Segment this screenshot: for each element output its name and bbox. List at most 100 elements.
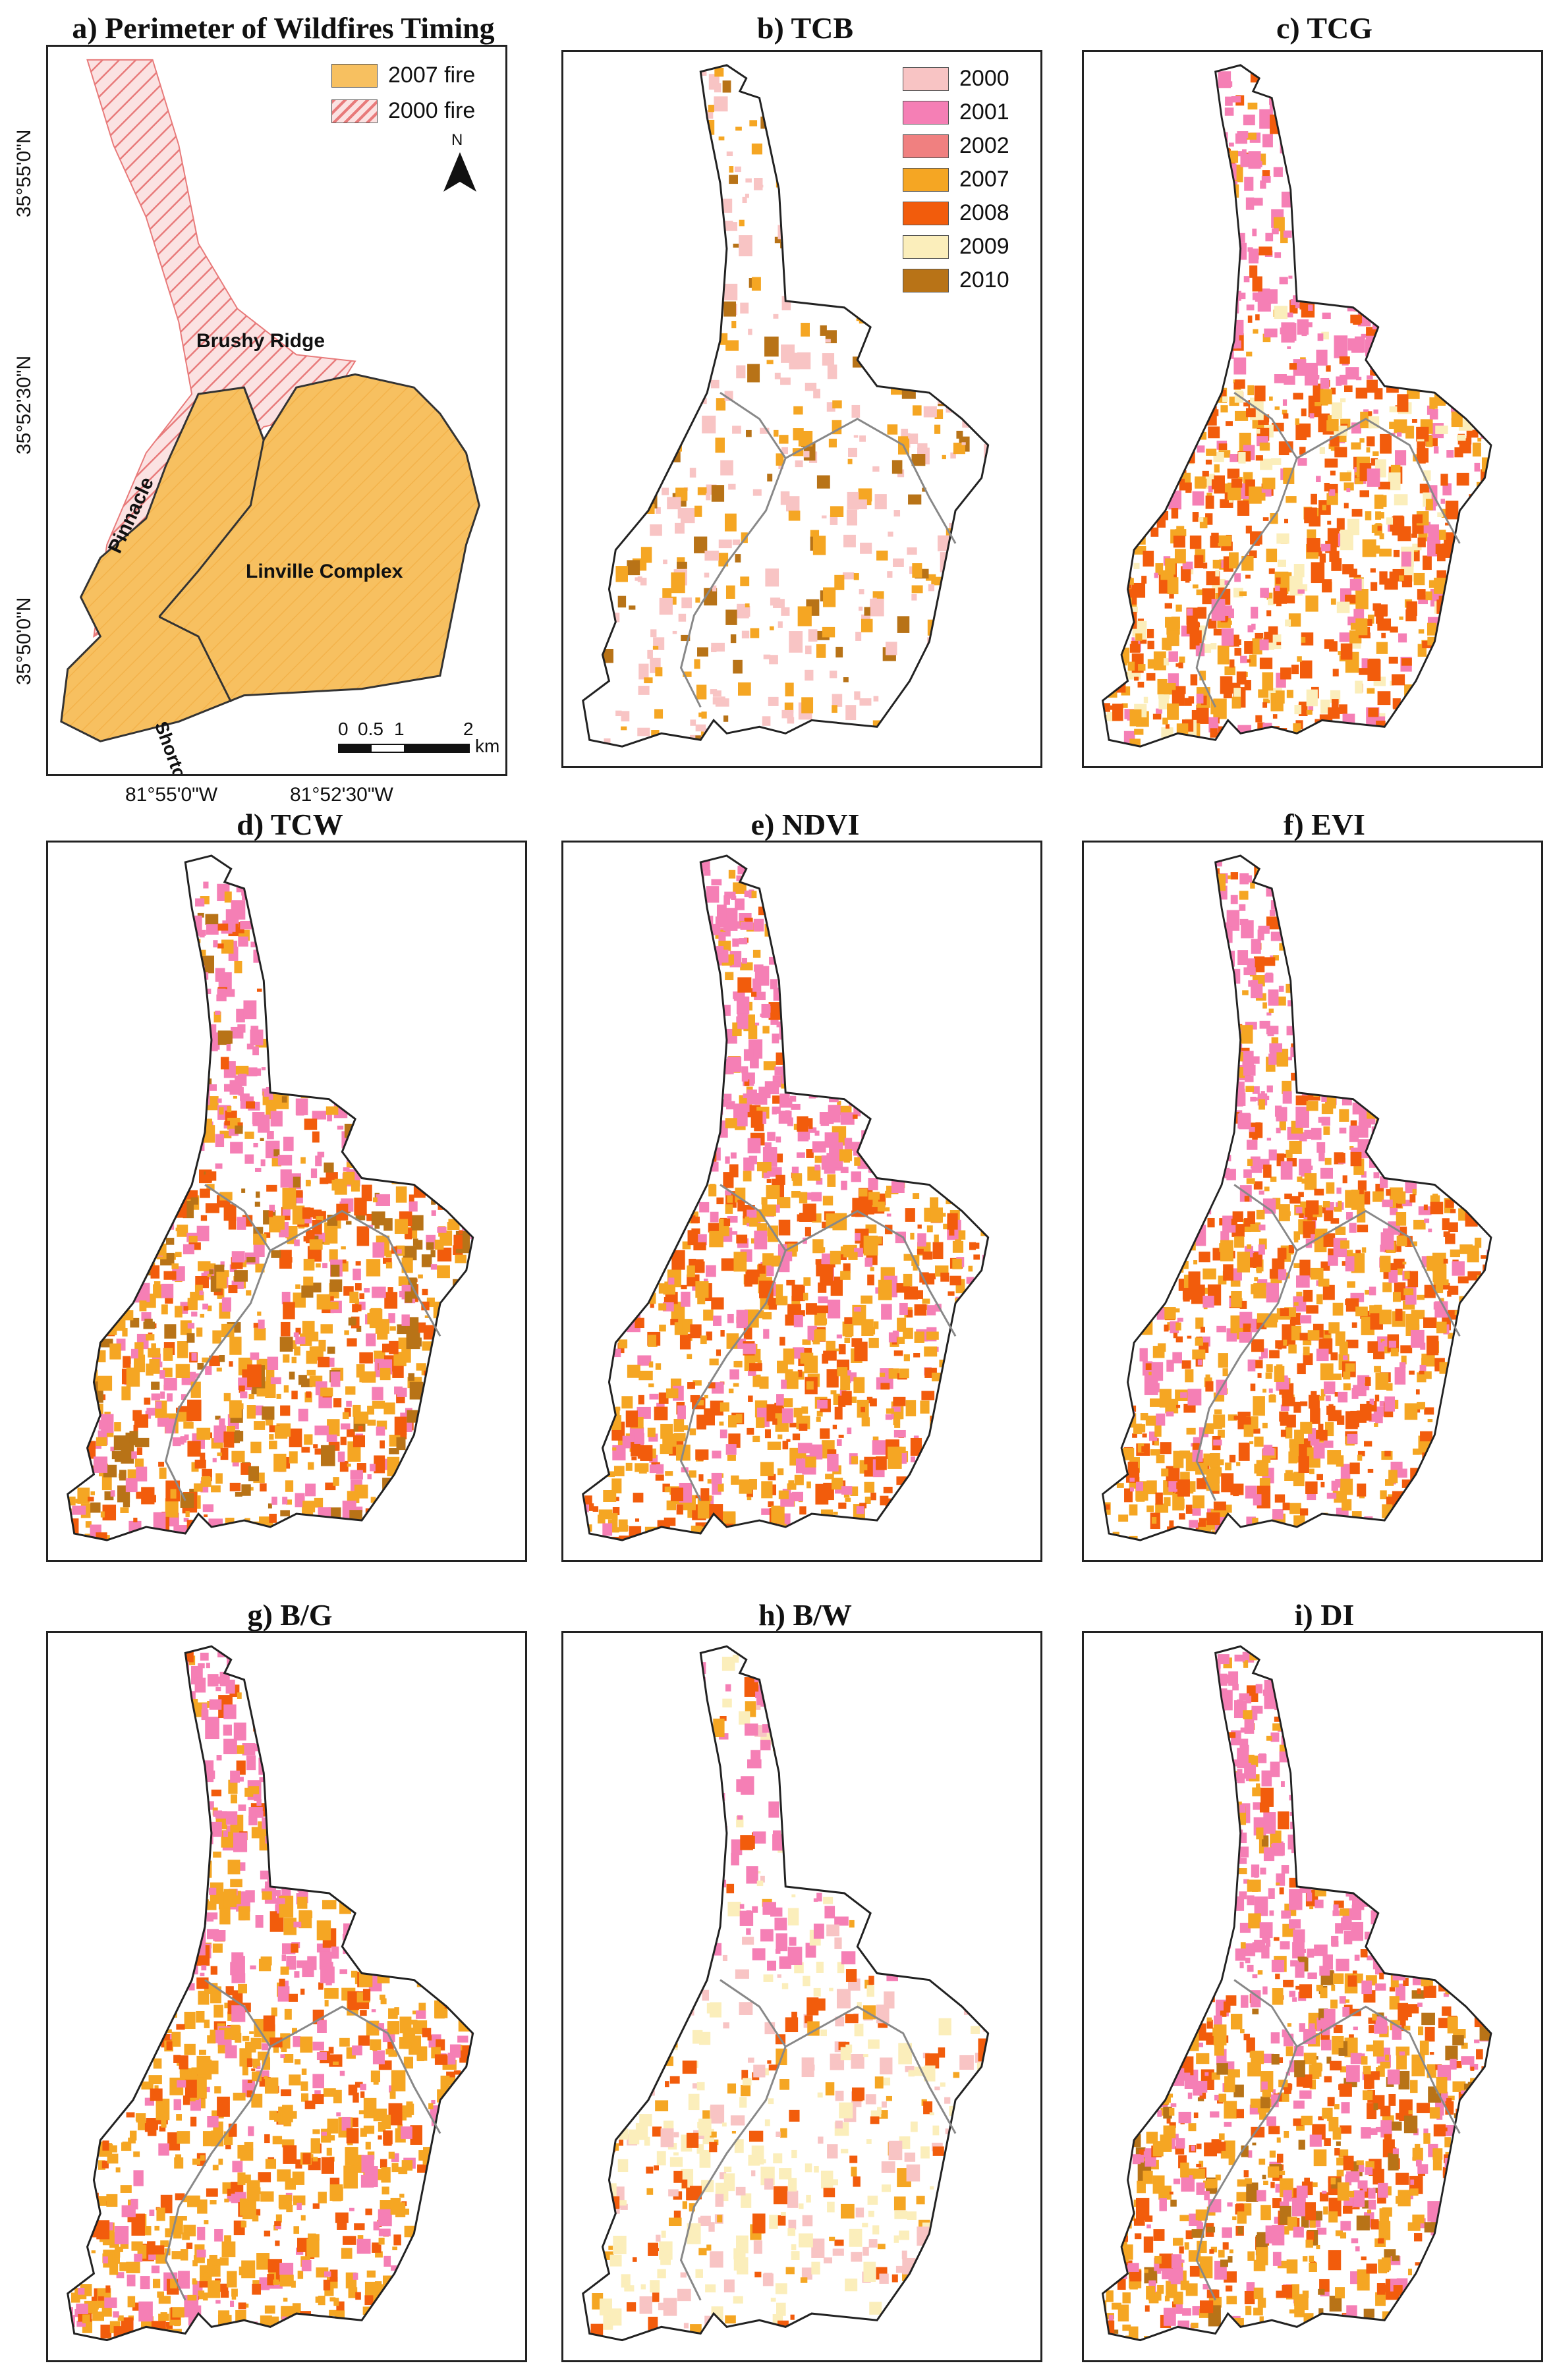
legend-year-label: 2001	[959, 99, 1009, 125]
x-tick-2: 81°52'30"W	[290, 784, 393, 806]
burn-pixels	[67, 856, 473, 1541]
burn-pixels	[1102, 65, 1491, 747]
study-area-outline	[582, 64, 990, 748]
study-area-outline	[582, 854, 990, 1541]
map-a-svg	[60, 59, 480, 742]
fire-boundary-line	[679, 1979, 787, 2301]
burn-pixels	[67, 1646, 473, 2340]
north-arrow-icon	[443, 152, 476, 192]
panel-g-title: g) B/G	[247, 1598, 333, 1632]
fire-boundary-line	[1195, 391, 1298, 708]
legend-2000-fire: 2000 fire	[331, 98, 475, 124]
burn-pixels	[1102, 1646, 1491, 2340]
panel-f-title: f) EVI	[1284, 808, 1365, 841]
legend-year-label: 2000	[959, 66, 1009, 91]
fire-2007-area	[60, 373, 480, 742]
legend-2007-fire-label: 2007 fire	[388, 63, 476, 88]
fire-boundary-line	[785, 418, 957, 544]
scale-unit: km	[475, 736, 500, 756]
map-e-svg	[582, 854, 990, 1541]
fire-boundary-line	[785, 2005, 957, 2134]
swatch-year-2007	[903, 167, 949, 192]
map-f-svg	[1101, 854, 1492, 1541]
panel-i-title: i) DI	[1294, 1598, 1355, 1632]
map-c	[1082, 50, 1543, 768]
map-c-svg	[1101, 64, 1492, 748]
study-area-outline	[1101, 64, 1492, 748]
study-area-outline	[1101, 1645, 1492, 2342]
scale-tick-2: 2	[463, 719, 474, 739]
north-label: N	[451, 131, 463, 149]
fire-boundary-line	[269, 2005, 441, 2134]
panel-b-title: b) TCB	[756, 11, 854, 45]
map-h-svg	[582, 1645, 990, 2342]
swatch-year-2002	[903, 134, 949, 158]
legend-year-label: 2002	[959, 133, 1009, 158]
fire-boundary-line	[1296, 1209, 1461, 1337]
swatch-year-2000	[903, 67, 949, 91]
swatch-2000-fire	[331, 99, 378, 123]
map-g-svg	[67, 1645, 474, 2342]
burn-pixels	[582, 1646, 988, 2340]
study-area-outline	[582, 1645, 990, 2342]
panel-a-title: a) Perimeter of Wildfires Timing	[72, 11, 495, 45]
swatch-2007-fire	[331, 63, 378, 88]
legend-year-2000: 2000	[903, 66, 1009, 92]
fire-boundary-line	[164, 1184, 271, 1501]
map-d	[46, 841, 527, 1562]
map-h	[561, 1631, 1042, 2362]
map-f	[1082, 841, 1543, 1562]
panel-d-title: d) TCW	[237, 808, 343, 841]
fire-boundary-line	[679, 1184, 787, 1501]
y-tick-1: 35°55'0"N	[13, 129, 35, 217]
legend-year-2010: 2010	[903, 267, 1009, 293]
map-e	[561, 841, 1042, 1562]
legend-year-2002: 2002	[903, 133, 1009, 159]
panel-h-title: h) B/W	[758, 1598, 852, 1632]
fire-boundary-line	[785, 1209, 957, 1337]
fire-boundary-line	[269, 1209, 441, 1337]
fire-boundary-line	[679, 391, 787, 708]
study-area-outline	[1101, 854, 1492, 1541]
legend-year-label: 2008	[959, 200, 1009, 225]
scale-bar	[338, 744, 470, 753]
area-label-brushy-ridge: Brushy Ridge	[196, 330, 325, 352]
map-b-svg	[582, 64, 990, 748]
map-a: Brushy Ridge Pinnacle Linville Complex S…	[46, 45, 507, 776]
swatch-year-2001	[903, 100, 949, 125]
study-area-outline	[67, 854, 474, 1541]
area-label-linville-complex: Linville Complex	[246, 561, 403, 582]
map-d-svg	[67, 854, 474, 1541]
x-tick-1: 81°55'0"W	[125, 784, 218, 806]
study-area-outline	[67, 1645, 474, 2342]
legend-year-label: 2009	[959, 234, 1009, 259]
y-tick-3: 35°50'0"N	[13, 597, 35, 685]
map-g	[46, 1631, 527, 2362]
fire-boundary-line	[164, 1979, 271, 2301]
scale-tick-1: 1	[394, 719, 405, 739]
map-i-svg	[1101, 1645, 1492, 2342]
legend-year-2007: 2007	[903, 167, 1009, 192]
swatch-year-2010	[903, 268, 949, 292]
swatch-year-2008	[903, 201, 949, 225]
fire-boundary-line	[1296, 418, 1461, 544]
legend-2000-fire-label: 2000 fire	[388, 98, 476, 123]
burn-pixels	[582, 856, 988, 1541]
fire-boundary-line	[1296, 2005, 1461, 2134]
legend-year-label: 2010	[959, 267, 1009, 292]
legend-year-2008: 2008	[903, 200, 1009, 226]
legend-year-label: 2007	[959, 167, 1009, 192]
map-b	[561, 50, 1042, 768]
scale-tick-0: 0	[338, 719, 349, 739]
fire-boundary-line	[1195, 1979, 1298, 2301]
legend-2007-fire: 2007 fire	[331, 63, 475, 88]
map-i	[1082, 1631, 1543, 2362]
panel-c-title: c) TCG	[1276, 11, 1373, 45]
swatch-year-2009	[903, 235, 949, 259]
y-tick-2: 35°52'30"N	[13, 355, 35, 455]
legend-year-2001: 2001	[903, 99, 1009, 125]
fire-boundary-line	[1195, 1184, 1298, 1501]
panel-e-title: e) NDVI	[750, 808, 860, 841]
legend-year-2009: 2009	[903, 234, 1009, 260]
scale-tick-05: 0.5	[358, 719, 383, 739]
